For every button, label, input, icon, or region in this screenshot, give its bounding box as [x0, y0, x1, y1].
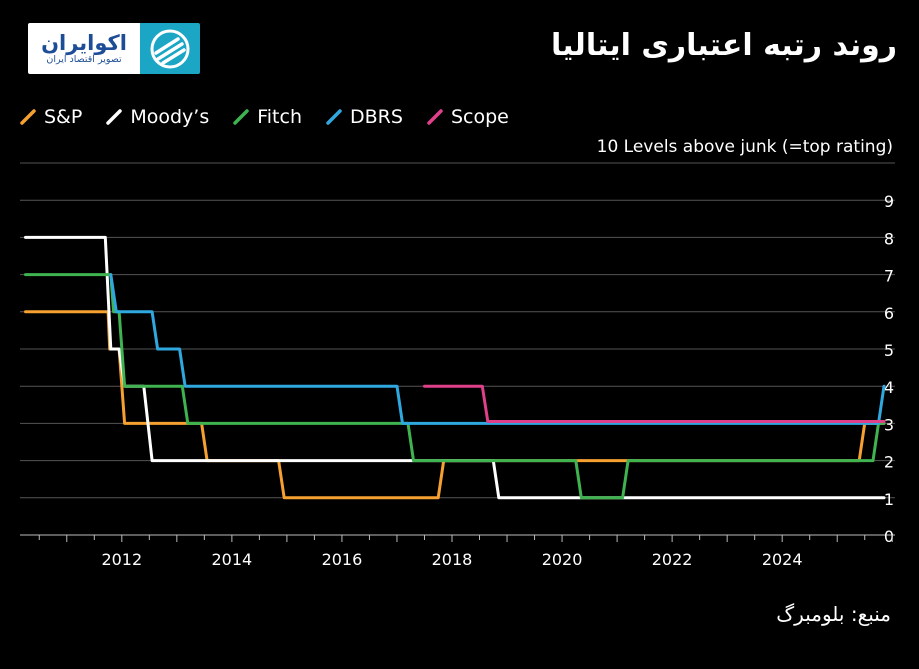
y-tick-label: 3 — [884, 415, 894, 434]
x-tick-label: 2014 — [212, 550, 253, 569]
y-tick-label: 4 — [884, 378, 894, 397]
y-tick-label: 0 — [884, 527, 894, 546]
legend-item: Fitch — [233, 106, 302, 128]
x-tick-label: 2016 — [322, 550, 363, 569]
legend-item: S&P — [20, 106, 82, 128]
y-tick-label: 2 — [884, 453, 894, 472]
logo-tagline: تصویر اقتصاد ایران — [46, 53, 122, 65]
legend-item: Scope — [427, 106, 509, 128]
logo: اکوایران تصویر اقتصاد ایران — [28, 23, 200, 74]
logo-text: اکوایران تصویر اقتصاد ایران — [28, 23, 140, 74]
y-tick-label: 8 — [884, 229, 894, 248]
legend-swatch — [233, 109, 249, 125]
y-tick-label: 9 — [884, 192, 894, 211]
legend-label: Scope — [450, 106, 509, 128]
y-tick-label: 7 — [884, 267, 894, 286]
logo-mark-icon — [140, 23, 200, 74]
legend-swatch — [20, 109, 36, 125]
page-title: روند رتبه اعتباری ایتالیا — [551, 28, 897, 63]
legend-item: DBRS — [326, 106, 403, 128]
logo-name: اکوایران — [41, 30, 127, 55]
series-line-moody-s — [24, 235, 886, 500]
legend-swatch — [326, 109, 342, 125]
x-tick-label: 2024 — [762, 550, 803, 569]
source-note: منبع: بلومبرگ — [776, 602, 891, 626]
y-tick-label: 1 — [884, 490, 894, 509]
chart-legend: S&P Moody’s Fitch DBRS Scope — [20, 106, 533, 128]
legend-item: Moody’s — [106, 106, 209, 128]
series-line-scope — [423, 384, 886, 423]
series-line-dbrs — [109, 273, 886, 425]
series-line-s-p — [24, 310, 886, 500]
y-tick-label: 6 — [884, 304, 894, 323]
legend-swatch — [427, 109, 443, 125]
legend-label: Fitch — [257, 106, 302, 128]
legend-swatch — [106, 109, 123, 125]
legend-label: Moody’s — [130, 106, 210, 128]
x-tick-label: 2012 — [101, 550, 142, 569]
legend-label: S&P — [44, 106, 83, 128]
y-tick-label: 5 — [884, 341, 894, 360]
y-axis-label: 10 Levels above junk (=top rating) — [597, 137, 893, 157]
x-tick-label: 2018 — [432, 550, 473, 569]
legend-label: DBRS — [350, 106, 403, 128]
x-tick-label: 2022 — [652, 550, 693, 569]
x-tick-label: 2020 — [542, 550, 583, 569]
